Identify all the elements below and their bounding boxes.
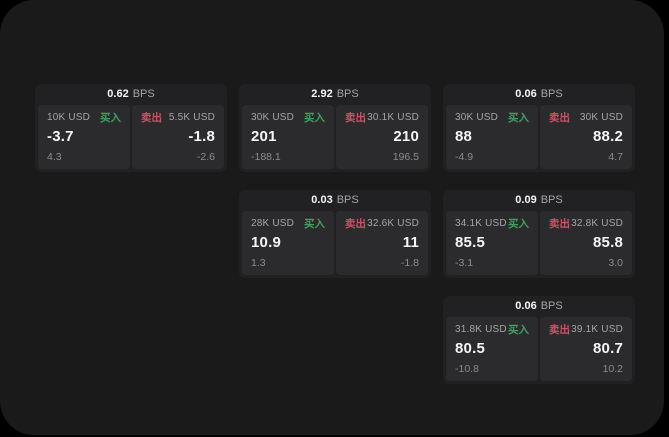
sell-side-label: 卖出 bbox=[345, 218, 366, 230]
buy-price: 88 bbox=[455, 128, 473, 145]
sell-amount: 30K USD bbox=[579, 112, 623, 123]
card-header: 0.06 BPS bbox=[443, 296, 635, 317]
buy-side-label: 买入 bbox=[304, 218, 325, 230]
quote-panels: 34.1K USD 买入 85.5 -3.1 卖出 32.8K USD 85.8… bbox=[443, 211, 635, 278]
buy-secondary-value: -3.1 bbox=[455, 257, 474, 269]
sell-panel[interactable]: 卖出 39.1K USD 80.7 10.2 bbox=[540, 317, 632, 381]
sell-panel[interactable]: 卖出 5.5K USD -1.8 -2.6 bbox=[132, 105, 224, 169]
bps-suffix-label: BPS bbox=[540, 88, 563, 100]
buy-price: 85.5 bbox=[455, 234, 485, 251]
sell-panel[interactable]: 卖出 32.6K USD 11 -1.8 bbox=[336, 211, 428, 275]
quote-panels: 31.8K USD 买入 80.5 -10.8 卖出 39.1K USD 80.… bbox=[443, 317, 635, 384]
buy-secondary-value: 1.3 bbox=[251, 257, 266, 269]
card-header: 0.03 BPS bbox=[239, 190, 431, 211]
card-header: 0.06 BPS bbox=[443, 84, 635, 105]
card-header: 0.09 BPS bbox=[443, 190, 635, 211]
quote-panels: 10K USD 买入 -3.7 4.3 卖出 5.5K USD -1.8 -2.… bbox=[35, 105, 227, 172]
quote-card[interactable]: 0.09 BPS 34.1K USD 买入 85.5 -3.1 卖出 32.8K… bbox=[443, 190, 635, 278]
buy-panel[interactable]: 31.8K USD 买入 80.5 -10.8 bbox=[446, 317, 538, 381]
quote-card[interactable]: 0.62 BPS 10K USD 买入 -3.7 4.3 卖出 5.5K USD bbox=[35, 84, 227, 172]
buy-amount: 10K USD bbox=[47, 112, 91, 123]
buy-secondary-value: -188.1 bbox=[251, 151, 281, 163]
quote-panels: 30K USD 买入 201 -188.1 卖出 30.1K USD 210 1… bbox=[239, 105, 431, 172]
bps-suffix-label: BPS bbox=[132, 88, 155, 100]
buy-side-label: 买入 bbox=[304, 112, 325, 124]
buy-amount: 28K USD bbox=[251, 218, 295, 229]
bps-value: 0.03 bbox=[311, 194, 333, 206]
sell-price: 88.2 bbox=[593, 128, 623, 145]
buy-secondary-value: 4.3 bbox=[47, 151, 62, 163]
buy-amount: 30K USD bbox=[251, 112, 295, 123]
quote-card[interactable]: 0.03 BPS 28K USD 买入 10.9 1.3 卖出 32.6K US… bbox=[239, 190, 431, 278]
buy-price: 201 bbox=[251, 128, 277, 145]
bps-suffix-label: BPS bbox=[336, 194, 359, 206]
sell-price: 11 bbox=[402, 234, 419, 251]
sell-price: 85.8 bbox=[593, 234, 623, 251]
card-header: 2.92 BPS bbox=[239, 84, 431, 105]
buy-panel[interactable]: 34.1K USD 买入 85.5 -3.1 bbox=[446, 211, 538, 275]
bps-suffix-label: BPS bbox=[540, 300, 563, 312]
sell-amount: 30.1K USD bbox=[367, 112, 419, 123]
sell-secondary-value: 10.2 bbox=[602, 363, 623, 375]
buy-amount: 34.1K USD bbox=[455, 218, 507, 229]
sell-price: 80.7 bbox=[593, 340, 623, 357]
sell-panel[interactable]: 卖出 30K USD 88.2 4.7 bbox=[540, 105, 632, 169]
sell-secondary-value: -2.6 bbox=[196, 151, 215, 163]
buy-amount: 31.8K USD bbox=[455, 324, 507, 335]
buy-secondary-value: -4.9 bbox=[455, 151, 474, 163]
sell-panel[interactable]: 卖出 30.1K USD 210 196.5 bbox=[336, 105, 428, 169]
quote-card[interactable]: 2.92 BPS 30K USD 买入 201 -188.1 卖出 30.1K … bbox=[239, 84, 431, 172]
sell-price: -1.8 bbox=[188, 128, 215, 145]
buy-panel[interactable]: 28K USD 买入 10.9 1.3 bbox=[242, 211, 334, 275]
sell-side-label: 卖出 bbox=[549, 112, 570, 124]
buy-panel[interactable]: 30K USD 买入 201 -188.1 bbox=[242, 105, 334, 169]
sell-side-label: 卖出 bbox=[549, 324, 570, 336]
bps-suffix-label: BPS bbox=[540, 194, 563, 206]
bps-value: 2.92 bbox=[311, 88, 333, 100]
sell-side-label: 卖出 bbox=[549, 218, 570, 230]
quote-cards-grid: 0.62 BPS 10K USD 买入 -3.7 4.3 卖出 5.5K USD bbox=[35, 84, 635, 384]
sell-amount: 32.6K USD bbox=[367, 218, 419, 229]
quote-panels: 30K USD 买入 88 -4.9 卖出 30K USD 88.2 4.7 bbox=[443, 105, 635, 172]
sell-secondary-value: -1.8 bbox=[400, 257, 419, 269]
bps-value: 0.06 bbox=[515, 300, 537, 312]
sell-amount: 32.8K USD bbox=[571, 218, 623, 229]
sell-amount: 5.5K USD bbox=[168, 112, 215, 123]
quote-panels: 28K USD 买入 10.9 1.3 卖出 32.6K USD 11 -1.8 bbox=[239, 211, 431, 278]
buy-side-label: 买入 bbox=[100, 112, 121, 124]
buy-secondary-value: -10.8 bbox=[455, 363, 479, 375]
sell-amount: 39.1K USD bbox=[571, 324, 623, 335]
buy-price: -3.7 bbox=[47, 128, 74, 145]
sell-price: 210 bbox=[393, 128, 419, 145]
bps-suffix-label: BPS bbox=[336, 88, 359, 100]
bps-value: 0.62 bbox=[107, 88, 129, 100]
sell-side-label: 卖出 bbox=[345, 112, 366, 124]
bps-value: 0.06 bbox=[515, 88, 537, 100]
buy-side-label: 买入 bbox=[508, 324, 529, 336]
buy-price: 80.5 bbox=[455, 340, 485, 357]
buy-side-label: 买入 bbox=[508, 112, 529, 124]
buy-side-label: 买入 bbox=[508, 218, 529, 230]
buy-panel[interactable]: 30K USD 买入 88 -4.9 bbox=[446, 105, 538, 169]
buy-amount: 30K USD bbox=[455, 112, 499, 123]
card-header: 0.62 BPS bbox=[35, 84, 227, 105]
sell-secondary-value: 3.0 bbox=[608, 257, 623, 269]
buy-price: 10.9 bbox=[251, 234, 281, 251]
sell-side-label: 卖出 bbox=[141, 112, 162, 124]
bps-value: 0.09 bbox=[515, 194, 537, 206]
quote-card[interactable]: 0.06 BPS 30K USD 买入 88 -4.9 卖出 30K USD bbox=[443, 84, 635, 172]
quote-card[interactable]: 0.06 BPS 31.8K USD 买入 80.5 -10.8 卖出 39.1… bbox=[443, 296, 635, 384]
buy-panel[interactable]: 10K USD 买入 -3.7 4.3 bbox=[38, 105, 130, 169]
sell-secondary-value: 4.7 bbox=[608, 151, 623, 163]
sell-secondary-value: 196.5 bbox=[392, 151, 419, 163]
sell-panel[interactable]: 卖出 32.8K USD 85.8 3.0 bbox=[540, 211, 632, 275]
